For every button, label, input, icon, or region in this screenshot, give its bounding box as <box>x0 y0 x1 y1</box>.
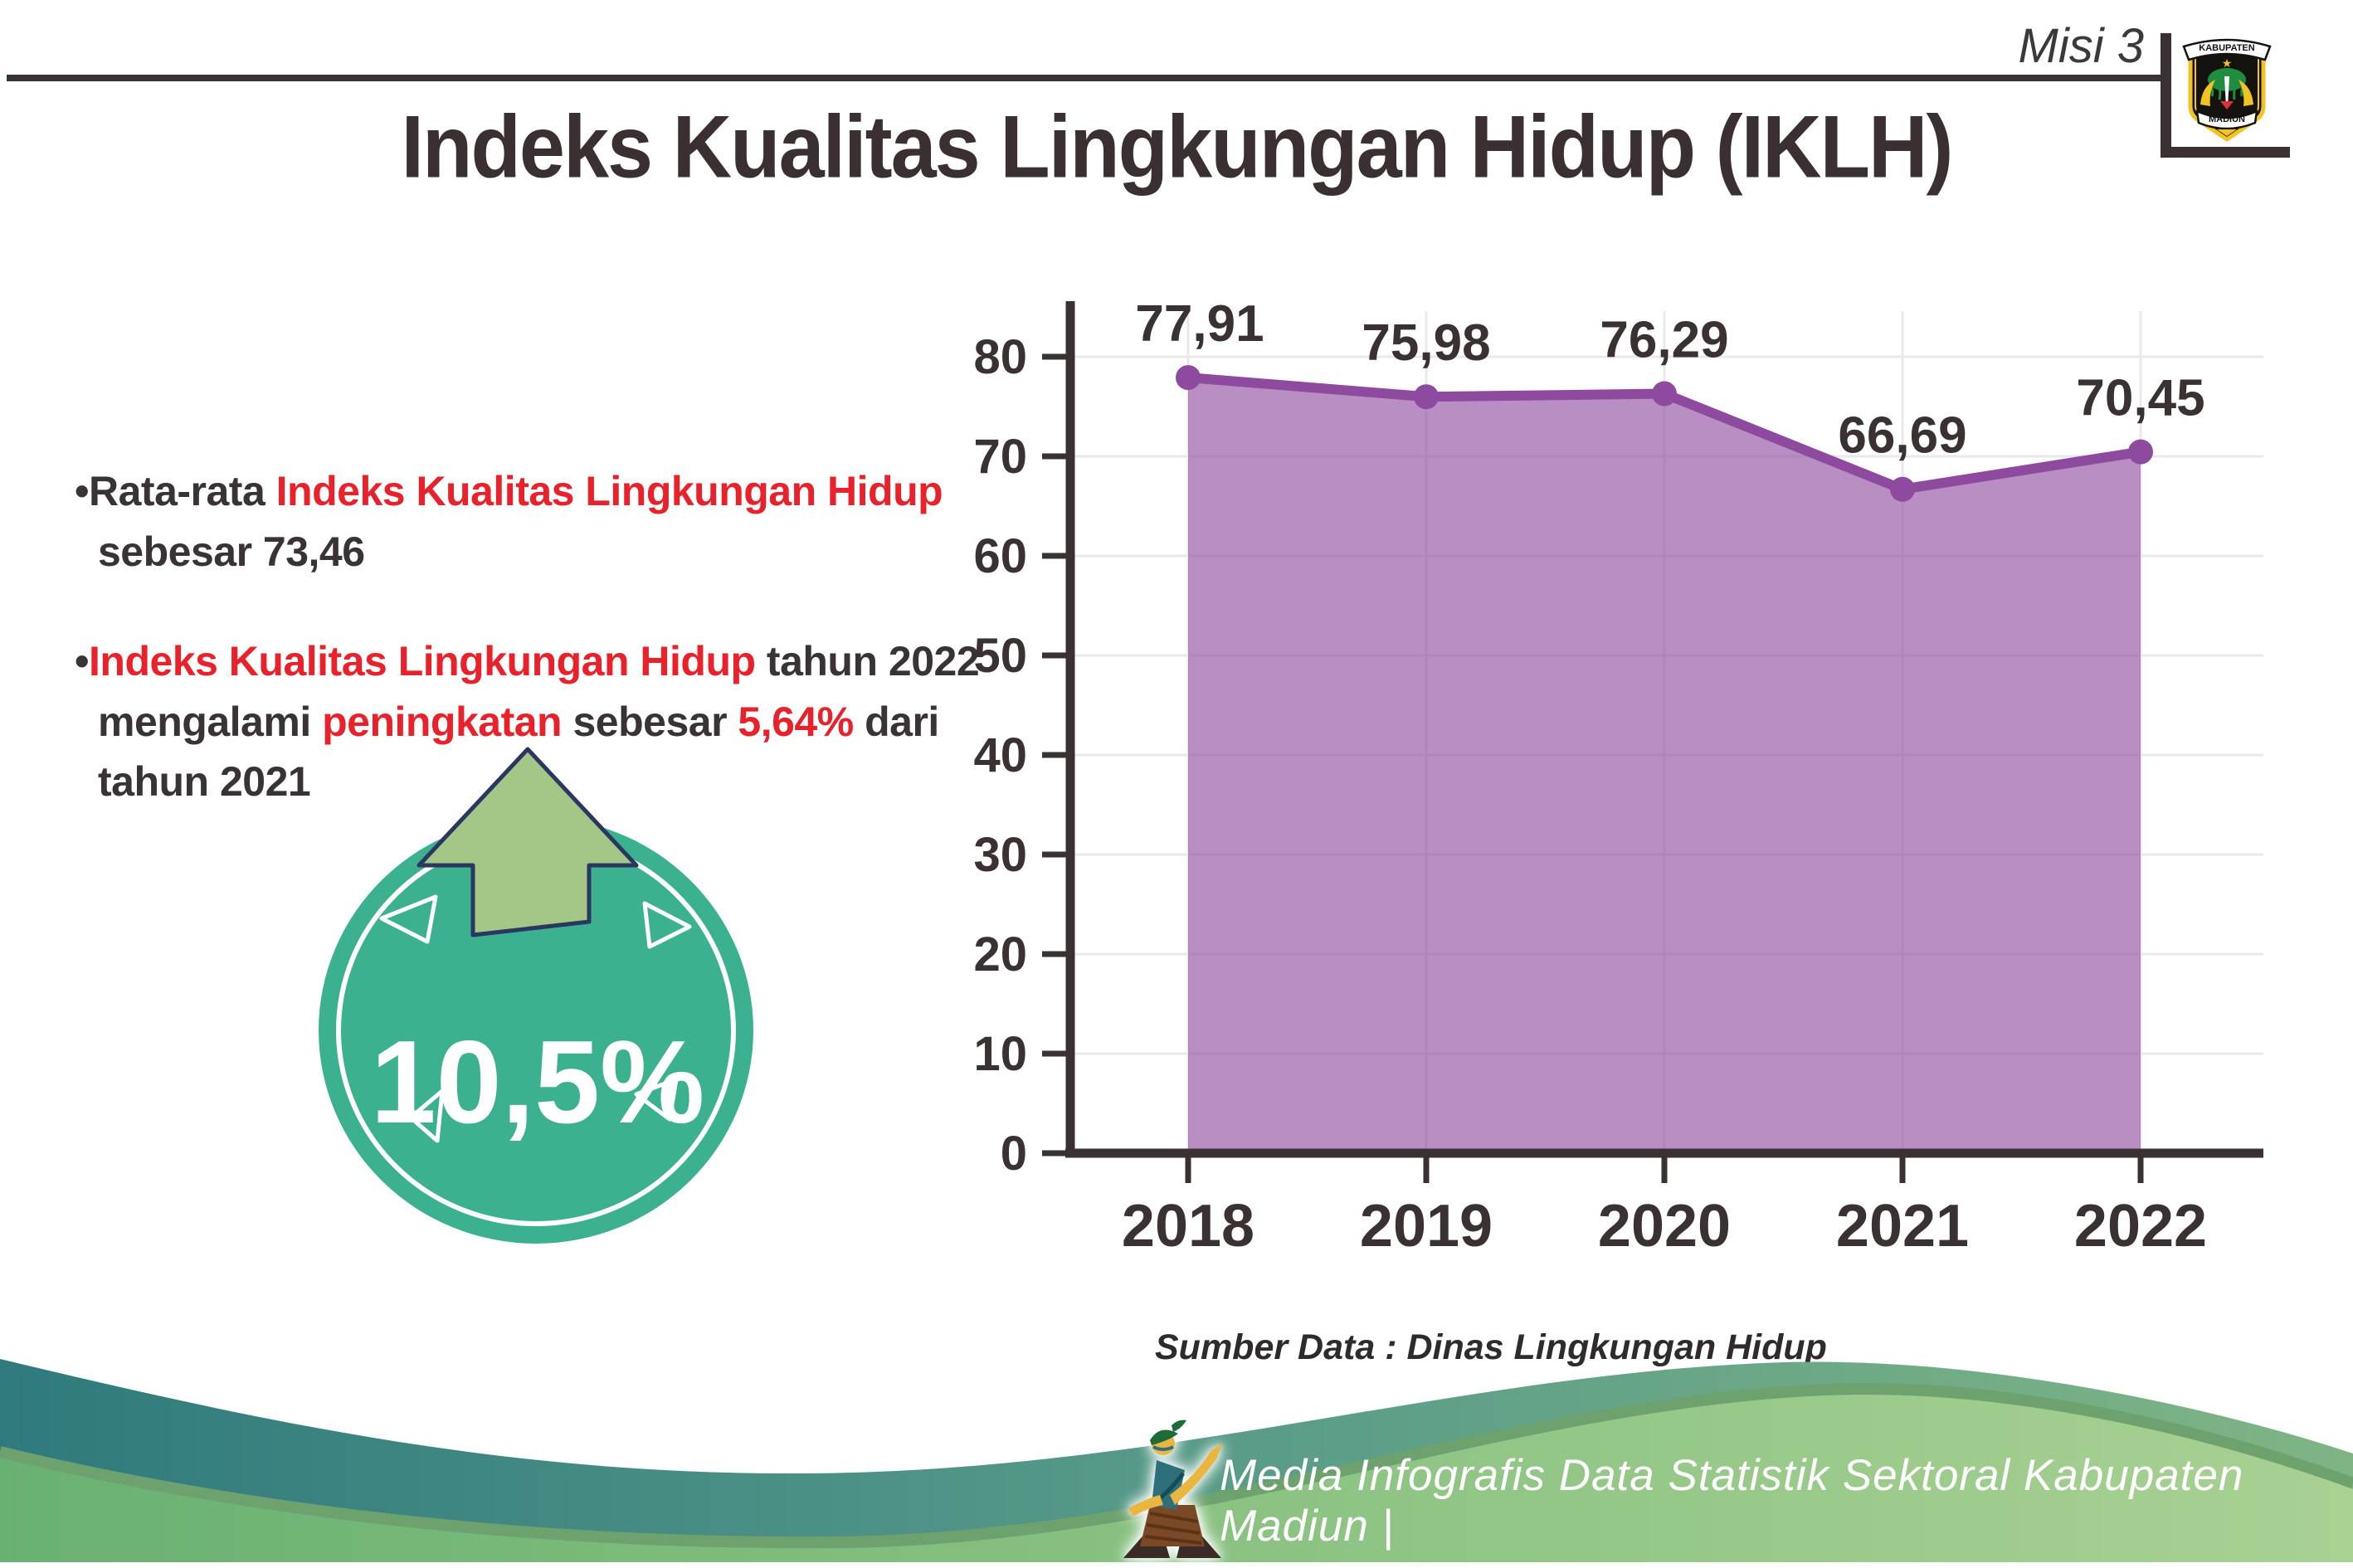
source-note: Sumber Data : Dinas Lingkungan Hidup <box>1155 1327 1827 1367</box>
bullet-segment: dari tahun 2021 <box>98 698 939 806</box>
sparkle-triangle <box>642 901 692 949</box>
logo-bottom-ribbon <box>2195 109 2258 130</box>
y-tick-label: 40 <box>973 728 1027 782</box>
logo-bottom-ornament <box>2217 129 2237 136</box>
bullet-segment: Indeks Kualitas Lingkungan Hidup <box>275 468 943 514</box>
area-fill <box>1188 377 2141 1153</box>
y-tick-label: 30 <box>973 828 1027 882</box>
page-title: Indeks Kualitas Lingkungan Hidup (IKLH) <box>401 96 1953 197</box>
bullet-segment: tahun 2022 mengalami <box>98 638 980 745</box>
bullet-segment: •Rata-rata <box>75 468 276 514</box>
bullet-segment: sebesar 73,46 <box>98 528 365 575</box>
logo-top-ribbon <box>2182 38 2272 61</box>
misi-label: Misi 3 <box>2018 19 2144 73</box>
footer-green-edge <box>0 1383 2353 1549</box>
sparkle-triangle <box>379 894 438 944</box>
x-tick-label: 2019 <box>1360 1193 1493 1259</box>
y-tick-label: 60 <box>973 529 1027 583</box>
data-point <box>2128 439 2153 465</box>
data-label: 70,45 <box>2076 370 2204 427</box>
bullet-increase-2022: •Indeks Kualitas Lingkungan Hidup tahun … <box>75 631 1029 812</box>
logo-bracket-vertical <box>2161 33 2171 158</box>
x-tick-label: 2018 <box>1122 1193 1254 1259</box>
data-point <box>1176 365 1201 391</box>
data-label: 66,69 <box>1838 407 1966 465</box>
bullet-segment: 5,64% <box>738 698 854 745</box>
data-label: 77,91 <box>1135 295 1264 353</box>
logo-red-mark <box>2220 101 2234 110</box>
logo-bottom-text: MADIUN <box>2209 114 2245 124</box>
badge-value: 10,5% <box>371 1016 705 1148</box>
up-arrow-icon <box>417 747 639 937</box>
data-point <box>1414 384 1439 410</box>
kabupaten-madiun-logo: KABUPATEN ★ MADIUN <box>2182 38 2272 143</box>
data-label: 76,29 <box>1600 312 1728 369</box>
y-tick-label: 80 <box>973 330 1027 384</box>
y-tick-label: 50 <box>973 629 1027 683</box>
dancer-mascot-icon <box>1123 1419 1223 1558</box>
y-tick-label: 20 <box>973 928 1027 981</box>
bullet-segment: • <box>75 638 90 684</box>
header-rule <box>7 75 2164 81</box>
y-tick-label: 0 <box>1001 1127 1027 1181</box>
bullet-segment: sebesar <box>562 698 738 745</box>
bullet-average-iklh: •Rata-rata Indeks Kualitas Lingkungan Hi… <box>75 461 1029 582</box>
badge-circle <box>319 817 753 1244</box>
footer-bottom-strip <box>0 1562 2353 1568</box>
footer-green-band <box>0 1395 2353 1568</box>
star-icon: ★ <box>2222 56 2233 70</box>
logo-wing-left <box>2200 80 2215 106</box>
logo-bracket-horizontal <box>2161 147 2290 158</box>
data-label: 75,98 <box>1362 314 1490 372</box>
data-point <box>1890 476 1915 502</box>
iklh-area-chart: 0 10 20 30 40 50 60 70 80 2018 2019 2020 2021 2022 77,… <box>973 295 2263 1259</box>
x-tick-label: 2021 <box>1836 1193 1969 1259</box>
footer-caption: Media Infografis Data Statistik Sektoral… <box>1220 1451 2244 1551</box>
sparkle-triangle <box>408 1088 445 1143</box>
y-tick-label: 10 <box>973 1027 1027 1081</box>
footer-waves <box>0 1359 2353 1568</box>
sparkle-triangle <box>634 1077 679 1122</box>
logo-kris <box>2224 76 2229 108</box>
logo-top-text: KABUPATEN <box>2199 43 2254 53</box>
bullet-segment: Indeks Kualitas Lingkungan Hidup <box>89 638 756 684</box>
logo-wing-right <box>2239 80 2253 106</box>
x-tick-label: 2022 <box>2074 1193 2207 1259</box>
data-point <box>1652 381 1677 407</box>
y-tick-label: 70 <box>973 430 1027 484</box>
bullet-segment: peningkatan <box>322 698 563 745</box>
x-tick-label: 2020 <box>1598 1193 1731 1259</box>
summary-bullets: •Rata-rata Indeks Kualitas Lingkungan Hi… <box>75 461 1029 862</box>
increase-badge: 10,5% <box>319 747 753 1244</box>
